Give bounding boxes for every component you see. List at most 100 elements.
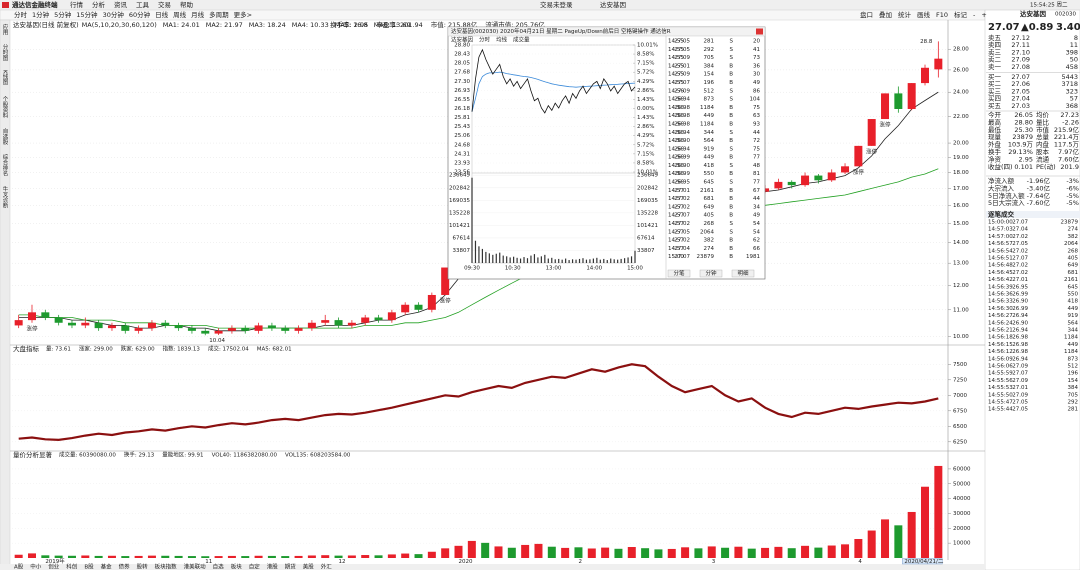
- market-tab[interactable]: 债券: [119, 563, 131, 570]
- period-tab[interactable]: 60分钟: [129, 10, 151, 19]
- tick-cell: 26.98: [674, 121, 690, 127]
- tick-cell: 705: [704, 55, 715, 61]
- book-volume: 50: [1070, 56, 1078, 64]
- popup-tab[interactable]: 达安基因: [451, 36, 474, 44]
- market-tab[interactable]: 创业: [48, 563, 60, 570]
- period-tab[interactable]: 周线: [173, 10, 187, 19]
- period-tab[interactable]: 1分钟: [32, 10, 50, 19]
- tool-button[interactable]: 标记: [954, 10, 968, 19]
- tick-cell: 26.94: [674, 130, 690, 136]
- menu-item[interactable]: 工具: [136, 1, 150, 9]
- sidebar-tab[interactable]: K线图: [2, 70, 9, 86]
- menu-item[interactable]: 资讯: [114, 0, 128, 9]
- limit-up-label: 涨停: [440, 296, 452, 304]
- sidebar-tab[interactable]: 综合排名: [2, 153, 9, 178]
- ma-legend-value: 18.24: [267, 21, 286, 29]
- popup-button[interactable]: 分笔: [673, 269, 685, 277]
- tool-button[interactable]: -: [973, 11, 976, 19]
- tool-button[interactable]: 盘口: [860, 10, 873, 19]
- market-tab[interactable]: 板块: [231, 563, 243, 570]
- popup-button[interactable]: 明细: [737, 269, 749, 277]
- market-tab[interactable]: 期货: [285, 563, 297, 570]
- tool-button[interactable]: 统计: [898, 10, 912, 19]
- period-tab[interactable]: 月线: [191, 10, 205, 19]
- market-tab[interactable]: B股: [84, 564, 94, 570]
- menu-item[interactable]: 行情: [70, 0, 84, 9]
- volume-bar: [774, 546, 783, 558]
- volume-bar: [281, 556, 290, 558]
- tick-cell: 344: [704, 130, 715, 136]
- time-label: 14:00: [586, 266, 602, 272]
- tool-button[interactable]: +: [981, 11, 986, 19]
- y-tick-label: 10000: [953, 541, 971, 547]
- period-tab[interactable]: 日线: [155, 10, 169, 19]
- book-volume: 57: [1070, 95, 1078, 103]
- popup-titlebar: [447, 26, 766, 37]
- volume-bar: [761, 547, 770, 558]
- volume-bar: [614, 548, 623, 558]
- period-tab[interactable]: 15分钟: [76, 10, 98, 19]
- tool-button[interactable]: 画线: [917, 10, 931, 19]
- trade-price: 26.94: [1012, 328, 1028, 334]
- book-volume: 368: [1066, 102, 1078, 110]
- popup-button[interactable]: 分钟: [705, 269, 717, 277]
- market-tab[interactable]: 港美联动: [184, 563, 207, 570]
- popup-tab[interactable]: 成交量: [513, 36, 530, 44]
- trade-time: 14:56:18: [988, 335, 1013, 341]
- tick-cell: 1184: [700, 121, 714, 127]
- tick-cell: B: [729, 254, 733, 260]
- market-tab[interactable]: 基金: [101, 563, 113, 570]
- candle-body: [814, 175, 823, 181]
- popup-tab[interactable]: 均线: [496, 36, 508, 44]
- market-tab[interactable]: 外汇: [321, 563, 333, 570]
- tool-button[interactable]: 叠加: [879, 10, 892, 19]
- period-tab[interactable]: 更多>: [234, 10, 252, 19]
- tick-cell: 873: [704, 97, 715, 103]
- period-tab[interactable]: 30分钟: [103, 10, 125, 19]
- menu-item[interactable]: 帮助: [180, 0, 194, 9]
- market-tab[interactable]: 自定: [249, 563, 261, 570]
- market-tab[interactable]: 股转: [137, 563, 149, 570]
- market-tab[interactable]: 自选: [213, 563, 225, 570]
- trade-time: 14:55:56: [988, 378, 1013, 384]
- volume-bar: [654, 549, 663, 558]
- market-tab[interactable]: 美股: [303, 563, 315, 570]
- tick-cell: B: [729, 204, 733, 210]
- candle-body: [881, 93, 890, 120]
- stat-value: 2.95: [1019, 155, 1033, 163]
- ma-legend-name: MA5:: [335, 21, 351, 29]
- sidebar-tab[interactable]: 牛叉诊断: [2, 185, 9, 210]
- volume-bar: [174, 555, 183, 558]
- popup-tab[interactable]: 分时: [479, 36, 491, 44]
- sidebar-tab[interactable]: 个股资料: [2, 96, 9, 120]
- market-tab[interactable]: 板块指数: [155, 563, 178, 570]
- sidebar-tab[interactable]: 分时图: [2, 43, 9, 62]
- candle-body: [267, 325, 276, 329]
- menu-item[interactable]: 交易: [158, 0, 171, 9]
- trade-volume: 649: [1068, 263, 1079, 269]
- tool-button[interactable]: F10: [936, 11, 948, 19]
- flow-label: 净流入额: [988, 176, 1015, 185]
- market-tab[interactable]: 科创: [66, 563, 77, 570]
- trade-price: 27.02: [1012, 234, 1028, 240]
- tick-cell: 23879: [697, 254, 715, 260]
- sidebar-tab[interactable]: 自选股: [2, 127, 9, 146]
- market-tab[interactable]: 港股: [267, 563, 279, 570]
- trade-time: 14:55:44: [988, 407, 1013, 413]
- menu-item[interactable]: 分析: [92, 0, 106, 9]
- period-tab[interactable]: 5分钟: [54, 10, 72, 19]
- volume-bar: [521, 544, 530, 558]
- price-tick-label: 27.68: [454, 70, 470, 76]
- sidebar-tab[interactable]: 应用: [2, 23, 9, 37]
- period-tab[interactable]: 多周期: [209, 10, 229, 19]
- market-tab[interactable]: 中小: [30, 563, 42, 570]
- popup-close[interactable]: [756, 28, 763, 35]
- tick-cell: 14:57: [668, 221, 684, 227]
- limit-up-label: 涨停: [880, 121, 892, 129]
- flow-value: -7.60亿: [1027, 198, 1051, 207]
- market-tab[interactable]: A股: [14, 564, 24, 570]
- period-tab[interactable]: 分时: [14, 10, 28, 19]
- stat-value: 29.13%: [1008, 148, 1033, 156]
- indicator-line: [18, 363, 939, 442]
